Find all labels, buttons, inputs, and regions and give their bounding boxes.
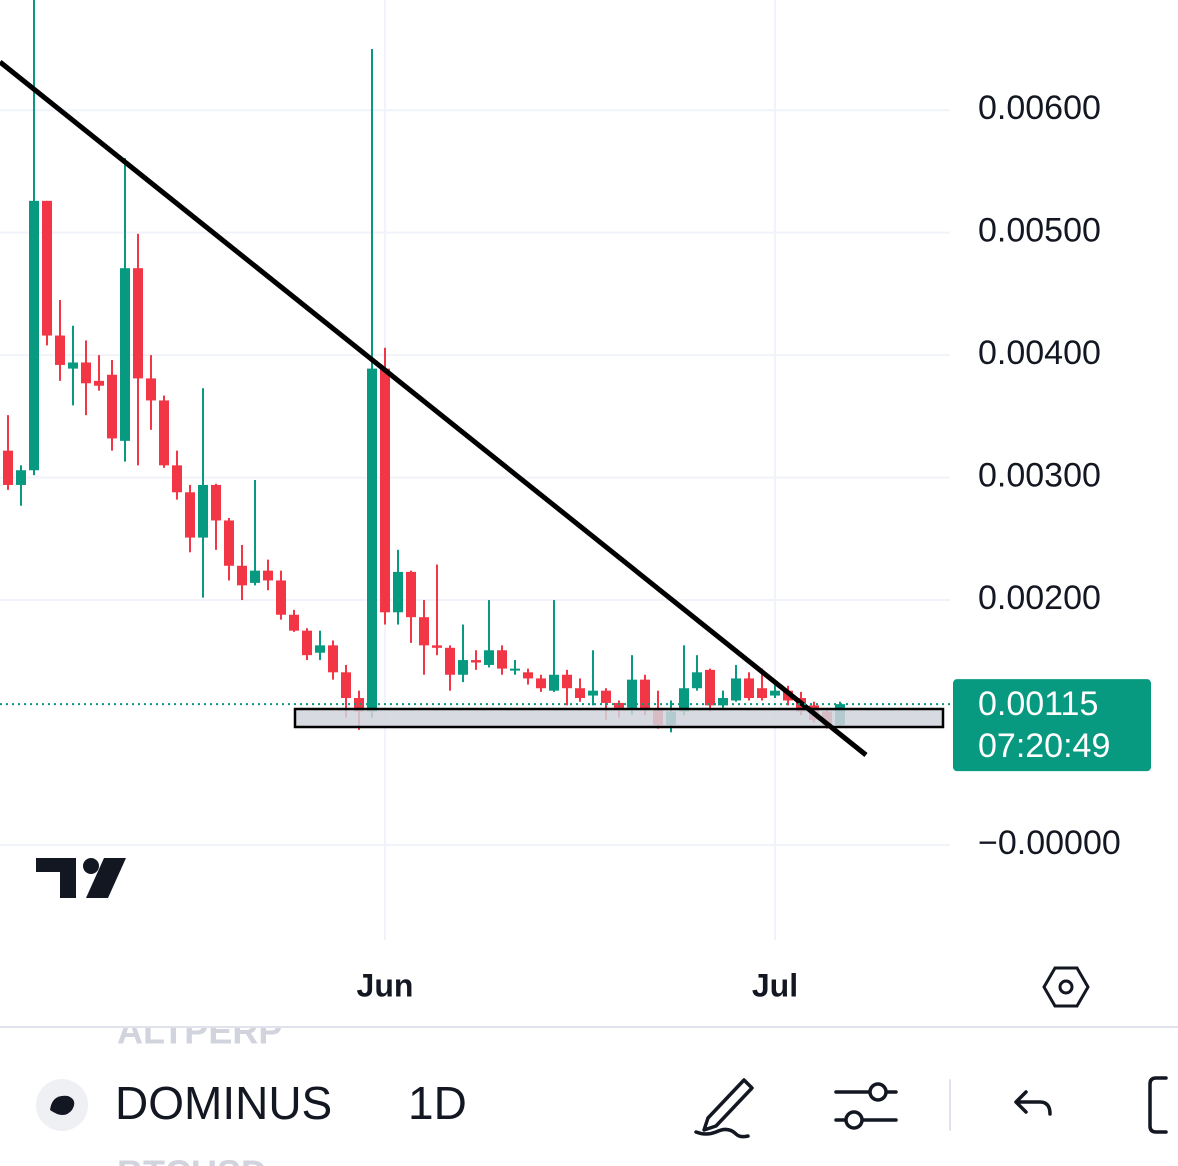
- symbol-above[interactable]: ALTPERP: [117, 1011, 282, 1052]
- y-tick-label: 0.00600: [978, 89, 1101, 127]
- candle-body: [627, 679, 637, 708]
- candle-body: [55, 335, 65, 365]
- hexagon[interactable]: [1042, 966, 1090, 1008]
- candle-body: [263, 570, 273, 581]
- candle-body: [276, 580, 286, 615]
- candle-body: [107, 374, 117, 439]
- logo-part: [36, 858, 76, 898]
- settings-icon[interactable]: [1042, 966, 1090, 1008]
- hexagon-dot[interactable]: [1058, 979, 1074, 995]
- candle-body: [406, 571, 416, 618]
- y-tick-label: 0.00200: [978, 579, 1101, 617]
- symbol[interactable]: DOMINUS: [115, 1077, 332, 1129]
- candle-body: [16, 470, 26, 485]
- candle-body: [523, 672, 533, 679]
- candle-body: [497, 650, 507, 669]
- slider-knob[interactable]: [868, 1082, 888, 1102]
- logo: [36, 858, 126, 898]
- y-tick-label: 0.00300: [978, 457, 1101, 495]
- candle-body: [94, 380, 104, 386]
- undo-icon[interactable]: [1014, 1090, 1052, 1116]
- candle-body: [562, 674, 572, 689]
- candle-body: [3, 450, 13, 485]
- candle-body: [744, 678, 754, 699]
- logo-part: [86, 858, 126, 898]
- candle-body: [432, 645, 442, 648]
- candle-body: [224, 520, 234, 566]
- candle-body: [757, 688, 767, 699]
- drawings: [0, 60, 945, 757]
- candle-body: [458, 660, 468, 675]
- interval[interactable]: 1D: [408, 1077, 467, 1129]
- candle-body: [419, 617, 429, 646]
- symbol-below[interactable]: BTCUSD: [117, 1153, 267, 1166]
- grid: [0, 0, 950, 940]
- candle-body: [68, 362, 78, 369]
- candle-body: [120, 268, 130, 441]
- toolbar: ALTPERP BTCUSD: [117, 1011, 282, 1166]
- y-tick-label: 0.00500: [978, 212, 1101, 250]
- candle-body: [614, 702, 624, 708]
- y-tick-label: −0.00000: [978, 824, 1121, 862]
- zone-rectangle: [293, 707, 945, 729]
- countdown-label: 07:20:49: [978, 727, 1110, 765]
- candle-body: [328, 645, 338, 673]
- toolbar-icons: [694, 1076, 1168, 1139]
- candle-body: [159, 400, 169, 466]
- candle-body: [354, 698, 364, 712]
- logo-part: [83, 858, 99, 874]
- fade: [350, 1080, 360, 1135]
- candle-body: [549, 674, 559, 691]
- candle-body: [367, 368, 377, 712]
- candle-body: [588, 690, 598, 696]
- candle-body: [29, 200, 39, 471]
- x-tick-label: Jun: [357, 967, 414, 1003]
- candle-body: [510, 668, 520, 671]
- candle-body: [185, 492, 195, 538]
- candle-body: [445, 647, 455, 675]
- candle-body: [770, 690, 780, 696]
- candle-body: [250, 570, 260, 583]
- trend-line: [0, 60, 868, 757]
- slider-knob[interactable]: [844, 1110, 864, 1130]
- candle-body: [484, 650, 494, 665]
- last-price-label: 0.00115: [978, 685, 1098, 723]
- candle-body: [237, 565, 247, 586]
- candle-body: [679, 688, 689, 712]
- candle-body: [471, 660, 481, 663]
- candle-body: [211, 484, 221, 521]
- candle-body: [705, 669, 715, 706]
- candle-body: [81, 362, 91, 384]
- avatar-icon: [50, 1095, 75, 1115]
- price-label-box: [953, 679, 1151, 772]
- candle-body: [302, 630, 312, 656]
- candle-body: [133, 268, 143, 379]
- candle-body: [718, 698, 728, 706]
- candle-body: [640, 679, 650, 711]
- candle-body: [692, 672, 702, 689]
- candle-body: [536, 678, 546, 689]
- x-tick-label: Jul: [752, 967, 798, 1003]
- candle-body: [289, 614, 299, 631]
- candle-body: [146, 378, 156, 401]
- candle-body: [42, 200, 52, 336]
- draw-icon[interactable]: [694, 1078, 754, 1139]
- candle-body: [601, 690, 611, 703]
- candle-body: [172, 465, 182, 493]
- candle-body: [198, 484, 208, 538]
- candle-body: [731, 678, 741, 701]
- candle-body: [380, 368, 390, 613]
- candle-body: [315, 645, 325, 653]
- candle-body: [341, 672, 351, 699]
- candle-body: [575, 688, 585, 699]
- fullscreen-icon[interactable]: [1148, 1076, 1168, 1134]
- candle-body: [393, 571, 403, 613]
- y-tick-label: 0.00400: [978, 334, 1101, 372]
